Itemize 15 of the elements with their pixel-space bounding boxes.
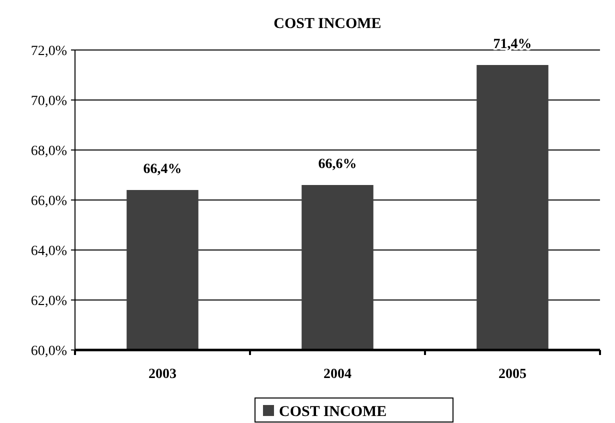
y-tick-label: 68,0% [30,144,68,159]
y-tick-label: 64,0% [30,244,68,259]
x-tick-label: 2004 [324,367,352,382]
y-tick-label: 70,0% [30,94,68,109]
data-label: 66,4% [143,162,182,177]
data-label: 66,6% [318,157,357,172]
y-tick-label: 66,0% [30,194,68,209]
y-tick-label: 72,0% [30,44,68,59]
y-tick-label: 60,0% [30,344,68,359]
data-label: 71,4% [493,37,532,52]
legend-label: COST INCOME [279,404,387,420]
x-tick-label: 2003 [148,367,176,382]
y-tick-label: 62,0% [30,294,68,309]
chart-title: COST INCOME [274,16,382,32]
x-tick-label: 2005 [498,367,526,382]
